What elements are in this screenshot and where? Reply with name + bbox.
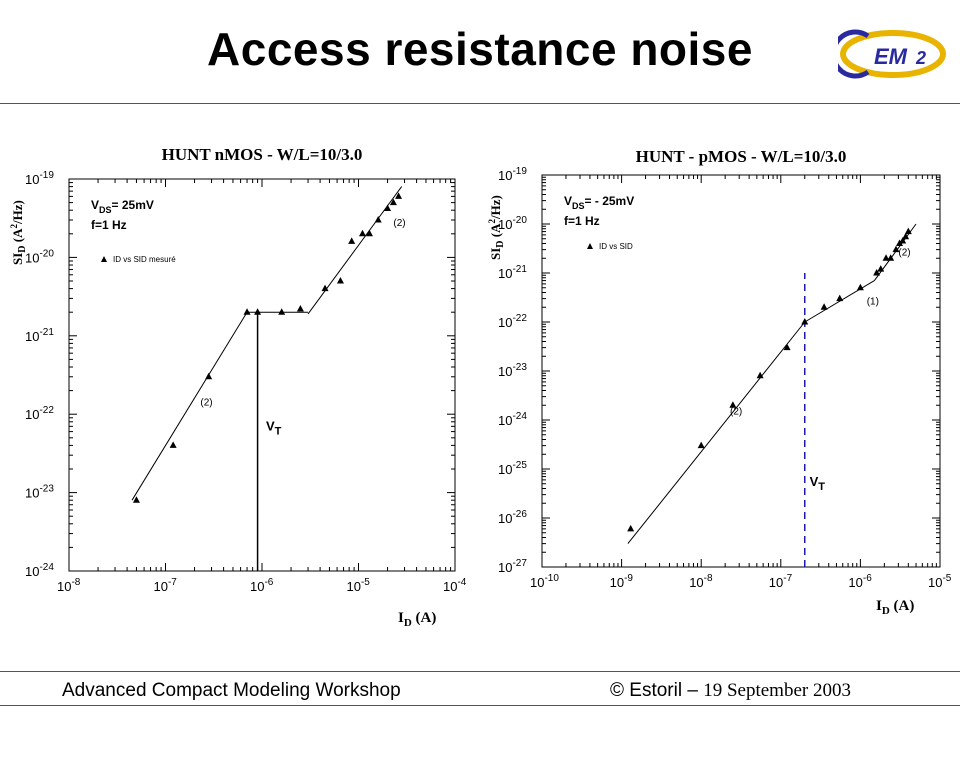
chart2-data-point	[892, 245, 900, 253]
chart2-freq-annotation: f=1 Hz	[564, 214, 600, 228]
footer-divider-top	[0, 671, 960, 672]
chart2-y-tick-label: 10-23	[498, 362, 527, 379]
cem2-logo: EM 2	[838, 29, 946, 79]
chart1-y-tick-label: 10-19	[25, 170, 54, 187]
chart1-vt-label: VT	[266, 418, 282, 437]
chart2-vds-annotation: VDS= - 25mV	[564, 194, 634, 211]
svg-text:EM: EM	[874, 44, 908, 69]
chart2-plot-frame	[541, 174, 941, 568]
chart2-x-tick-label: 10-9	[610, 573, 634, 590]
svg-text:2: 2	[915, 48, 926, 68]
title-divider	[0, 103, 960, 104]
chart1-x-tick-label: 10-4	[443, 577, 467, 594]
chart1-data-point	[336, 277, 344, 284]
chart1-y-axis-label: SID (A2/Hz)	[9, 200, 28, 265]
chart2-data-point	[904, 227, 912, 235]
chart1-x-tick-label: 10-6	[250, 577, 274, 594]
chart2-y-tick-label: 10-26	[498, 509, 527, 526]
chart1-data-point	[321, 284, 329, 292]
chart2-legend-marker	[587, 243, 593, 249]
chart1-title: HUNT nMOS - W/L=10/3.0	[162, 145, 363, 164]
chart1-data-point	[169, 441, 177, 448]
chart-nmos: HUNT nMOS - W/L=10/3.0 10-8 10-7 10-6 10-5 10…	[9, 145, 467, 629]
chart1-region-low-label: (2)	[200, 397, 212, 408]
chart1-data-point	[365, 229, 373, 237]
chart1-data-point	[384, 204, 392, 212]
chart2-region-high-label: (2)	[898, 247, 910, 258]
chart1-x-tick-label: 10-8	[57, 577, 81, 594]
chart1-data-point	[389, 198, 397, 206]
chart2-data-point	[729, 401, 737, 408]
chart1-x-tick-label: 10-5	[347, 577, 371, 594]
chart2-data-point	[856, 283, 864, 291]
chart1-y-tick-label: 10-22	[25, 405, 54, 422]
chart2-x-tick-label: 10-8	[689, 573, 713, 590]
chart2-data-point	[836, 294, 844, 302]
chart2-region-low-label: (2)	[730, 406, 742, 417]
chart1-y-tick-label: 10-21	[25, 327, 54, 344]
chart1-data-point	[278, 308, 286, 315]
chart2-y-tick-label: 10-25	[498, 460, 527, 477]
chart2-x-tick-label: 10-6	[848, 573, 872, 590]
chart1-vds-annotation: VDS= 25mV	[91, 198, 154, 215]
chart2-y-tick-label: 10-21	[498, 264, 527, 281]
chart2-data-point	[899, 236, 907, 244]
footer-divider-bottom	[0, 705, 960, 706]
chart-pmos: HUNT - pMOS - W/L=10/3.0 10-10 10-9 10-8 10-…	[487, 147, 952, 617]
chart2-fit-line	[627, 321, 806, 544]
chart1-legend-marker	[101, 256, 107, 262]
chart2-y-tick-label: 10-20	[498, 215, 527, 232]
chart2-data-point	[756, 371, 764, 379]
chart1-region-high-label: (2)	[393, 218, 405, 229]
chart2-fit-line	[804, 280, 875, 323]
chart1-y-tick-label: 10-24	[25, 562, 54, 579]
chart2-y-tick-label: 10-22	[498, 313, 527, 330]
footer-workshop: Advanced Compact Modeling Workshop	[62, 680, 401, 701]
chart2-y-tick-label: 10-19	[498, 166, 527, 183]
chart1-x-axis-label: ID (A)	[398, 610, 436, 629]
chart2-vt-label: VT	[810, 474, 826, 493]
chart2-y-tick-label: 10-27	[498, 558, 527, 575]
chart1-legend-label: ID vs SID mesuré	[113, 255, 176, 264]
chart2-data-point	[801, 318, 809, 325]
footer-date: 19 September 2003	[703, 680, 851, 701]
chart2-y-tick-label: 10-24	[498, 411, 527, 428]
chart2-x-axis-label: ID (A)	[876, 598, 914, 617]
chart2-data-point	[820, 303, 828, 310]
chart2-data-point	[873, 269, 881, 276]
chart2-legend-label: ID vs SID	[599, 242, 633, 251]
chart1-y-tick-label: 10-20	[25, 248, 54, 265]
chart1-data-point	[358, 229, 366, 237]
chart2-data-point	[627, 524, 635, 532]
chart2-data-point	[896, 239, 904, 246]
footer-copyright: © Estoril – 19 September 2003	[610, 680, 851, 702]
chart1-x-tick-label: 10-7	[154, 577, 178, 594]
chart1-data-point	[205, 372, 213, 380]
chart2-title: HUNT - pMOS - W/L=10/3.0	[636, 147, 847, 166]
chart1-fit-line	[131, 311, 248, 501]
chart2-data-point	[697, 441, 705, 449]
chart1-freq-annotation: f=1 Hz	[91, 218, 127, 232]
page-title: Access resistance noise	[207, 23, 753, 75]
chart2-data-point	[887, 254, 895, 261]
chart2-data-point	[882, 254, 890, 261]
chart1-data-point	[254, 308, 262, 315]
chart2-data-point	[783, 343, 791, 351]
chart2-y-axis-label: SID (A2/Hz)	[487, 195, 506, 260]
chart1-data-point	[374, 215, 382, 223]
chart1-data-point	[132, 496, 140, 503]
chart2-x-tick-label: 10-10	[530, 573, 559, 590]
chart1-y-tick-label: 10-23	[25, 484, 54, 501]
footer-copyright-prefix: © Estoril –	[610, 680, 704, 701]
chart2-region-mid-label: (1)	[867, 296, 879, 307]
chart1-data-point	[243, 308, 251, 315]
chart2-data-point	[902, 232, 910, 240]
chart2-data-point	[877, 265, 885, 272]
chart1-data-point	[348, 237, 356, 244]
chart1-data-point	[395, 192, 403, 199]
chart1-plot-frame	[68, 178, 456, 572]
chart2-x-tick-label: 10-5	[928, 573, 952, 590]
chart2-x-tick-label: 10-7	[769, 573, 793, 590]
chart1-data-point	[296, 304, 304, 312]
